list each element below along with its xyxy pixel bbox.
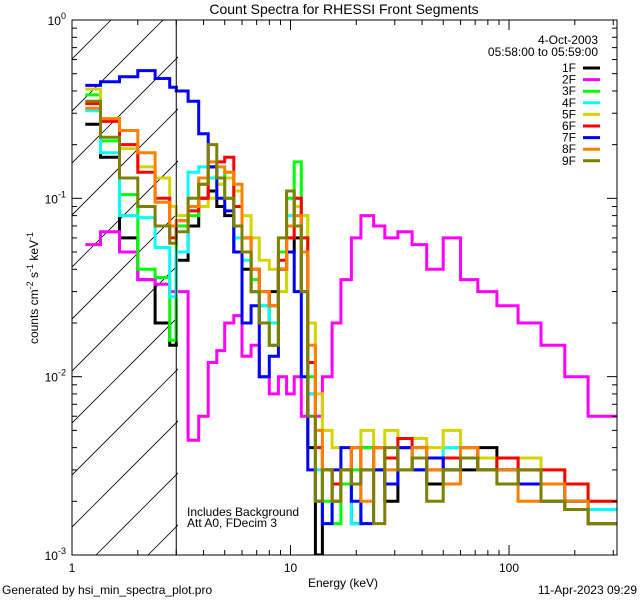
legend-label-2F: 2F (562, 73, 576, 87)
series-7F-line (85, 69, 617, 526)
y-tick-label: 10-3 (45, 546, 66, 563)
chart-title: Count Spectra for RHESSI Front Segments (209, 1, 478, 17)
hatch-line (72, 56, 178, 164)
y-tick-exponent: 0 (61, 11, 66, 21)
hatch-line (72, 420, 178, 528)
y-label-part: s (27, 272, 41, 281)
hatch-line (72, 264, 178, 372)
legend-time-range: 05:58:00 to 05:59:00 (488, 45, 598, 59)
plot-frame (71, 19, 618, 556)
y-tick-label: 10-1 (45, 189, 66, 206)
annotation-attenuator: Att A0, FDecim 3 (187, 516, 277, 530)
axis-ticks (71, 20, 617, 556)
footer-timestamp: 11-Apr-2023 09:29 (538, 583, 638, 597)
y-tick-exponent: -3 (58, 546, 66, 556)
y-axis-label: counts cm-2 s-1 keV-1 (25, 232, 41, 344)
footer-generated-by: Generated by hsi_min_spectra_plot.pro (2, 583, 212, 597)
legend-label-9F: 9F (562, 154, 576, 168)
x-axis-label: Energy (keV) (308, 576, 378, 590)
legend: 4-Oct-2003 05:58:00 to 05:59:00 1F2F3F4F… (488, 33, 600, 168)
y-label-exp: -1 (25, 264, 35, 272)
series-5F-line (85, 87, 617, 503)
y-tick-label: 100 (48, 11, 66, 28)
series-8F-line (85, 106, 617, 526)
legend-label-4F: 4F (562, 96, 576, 110)
hatch-line (72, 108, 178, 216)
y-tick-exponent: -2 (58, 368, 66, 378)
series-group (85, 69, 617, 555)
y-tick-base: 10 (45, 371, 59, 385)
legend-label-3F: 3F (562, 84, 576, 98)
legend-label-8F: 8F (562, 142, 576, 156)
x-tick-labels: 1 10 100 (69, 561, 520, 575)
x-tick-label: 100 (499, 561, 519, 575)
y-label-part: keV (27, 240, 41, 264)
annotation-background: Includes Background (187, 505, 299, 519)
series-9F-line (85, 99, 617, 526)
hatch-line (72, 212, 178, 320)
hatch-line (0, 0, 84, 555)
y-label-part: counts cm (27, 289, 41, 344)
y-tick-base: 10 (48, 14, 62, 28)
series-6F-line (85, 102, 617, 503)
y-tick-base: 10 (45, 192, 59, 206)
series-2F-line (85, 214, 617, 442)
y-tick-base: 10 (45, 549, 59, 563)
legend-label-1F: 1F (562, 61, 576, 75)
hatch-line (252, 0, 640, 555)
legend-label-7F: 7F (562, 131, 576, 145)
hatch-line (72, 160, 178, 268)
legend-label-5F: 5F (562, 107, 576, 121)
y-tick-label: 10-2 (45, 368, 66, 385)
y-label-exp: -1 (25, 232, 35, 240)
shaded-region-hatch (0, 0, 640, 555)
legend-date: 4-Oct-2003 (538, 33, 598, 47)
legend-label-6F: 6F (562, 119, 576, 133)
hatch-line (72, 368, 178, 476)
x-tick-label: 1 (69, 561, 76, 575)
y-label-exp: -2 (25, 281, 35, 289)
x-tick-label: 10 (284, 561, 298, 575)
y-tick-exponent: -1 (58, 189, 66, 199)
